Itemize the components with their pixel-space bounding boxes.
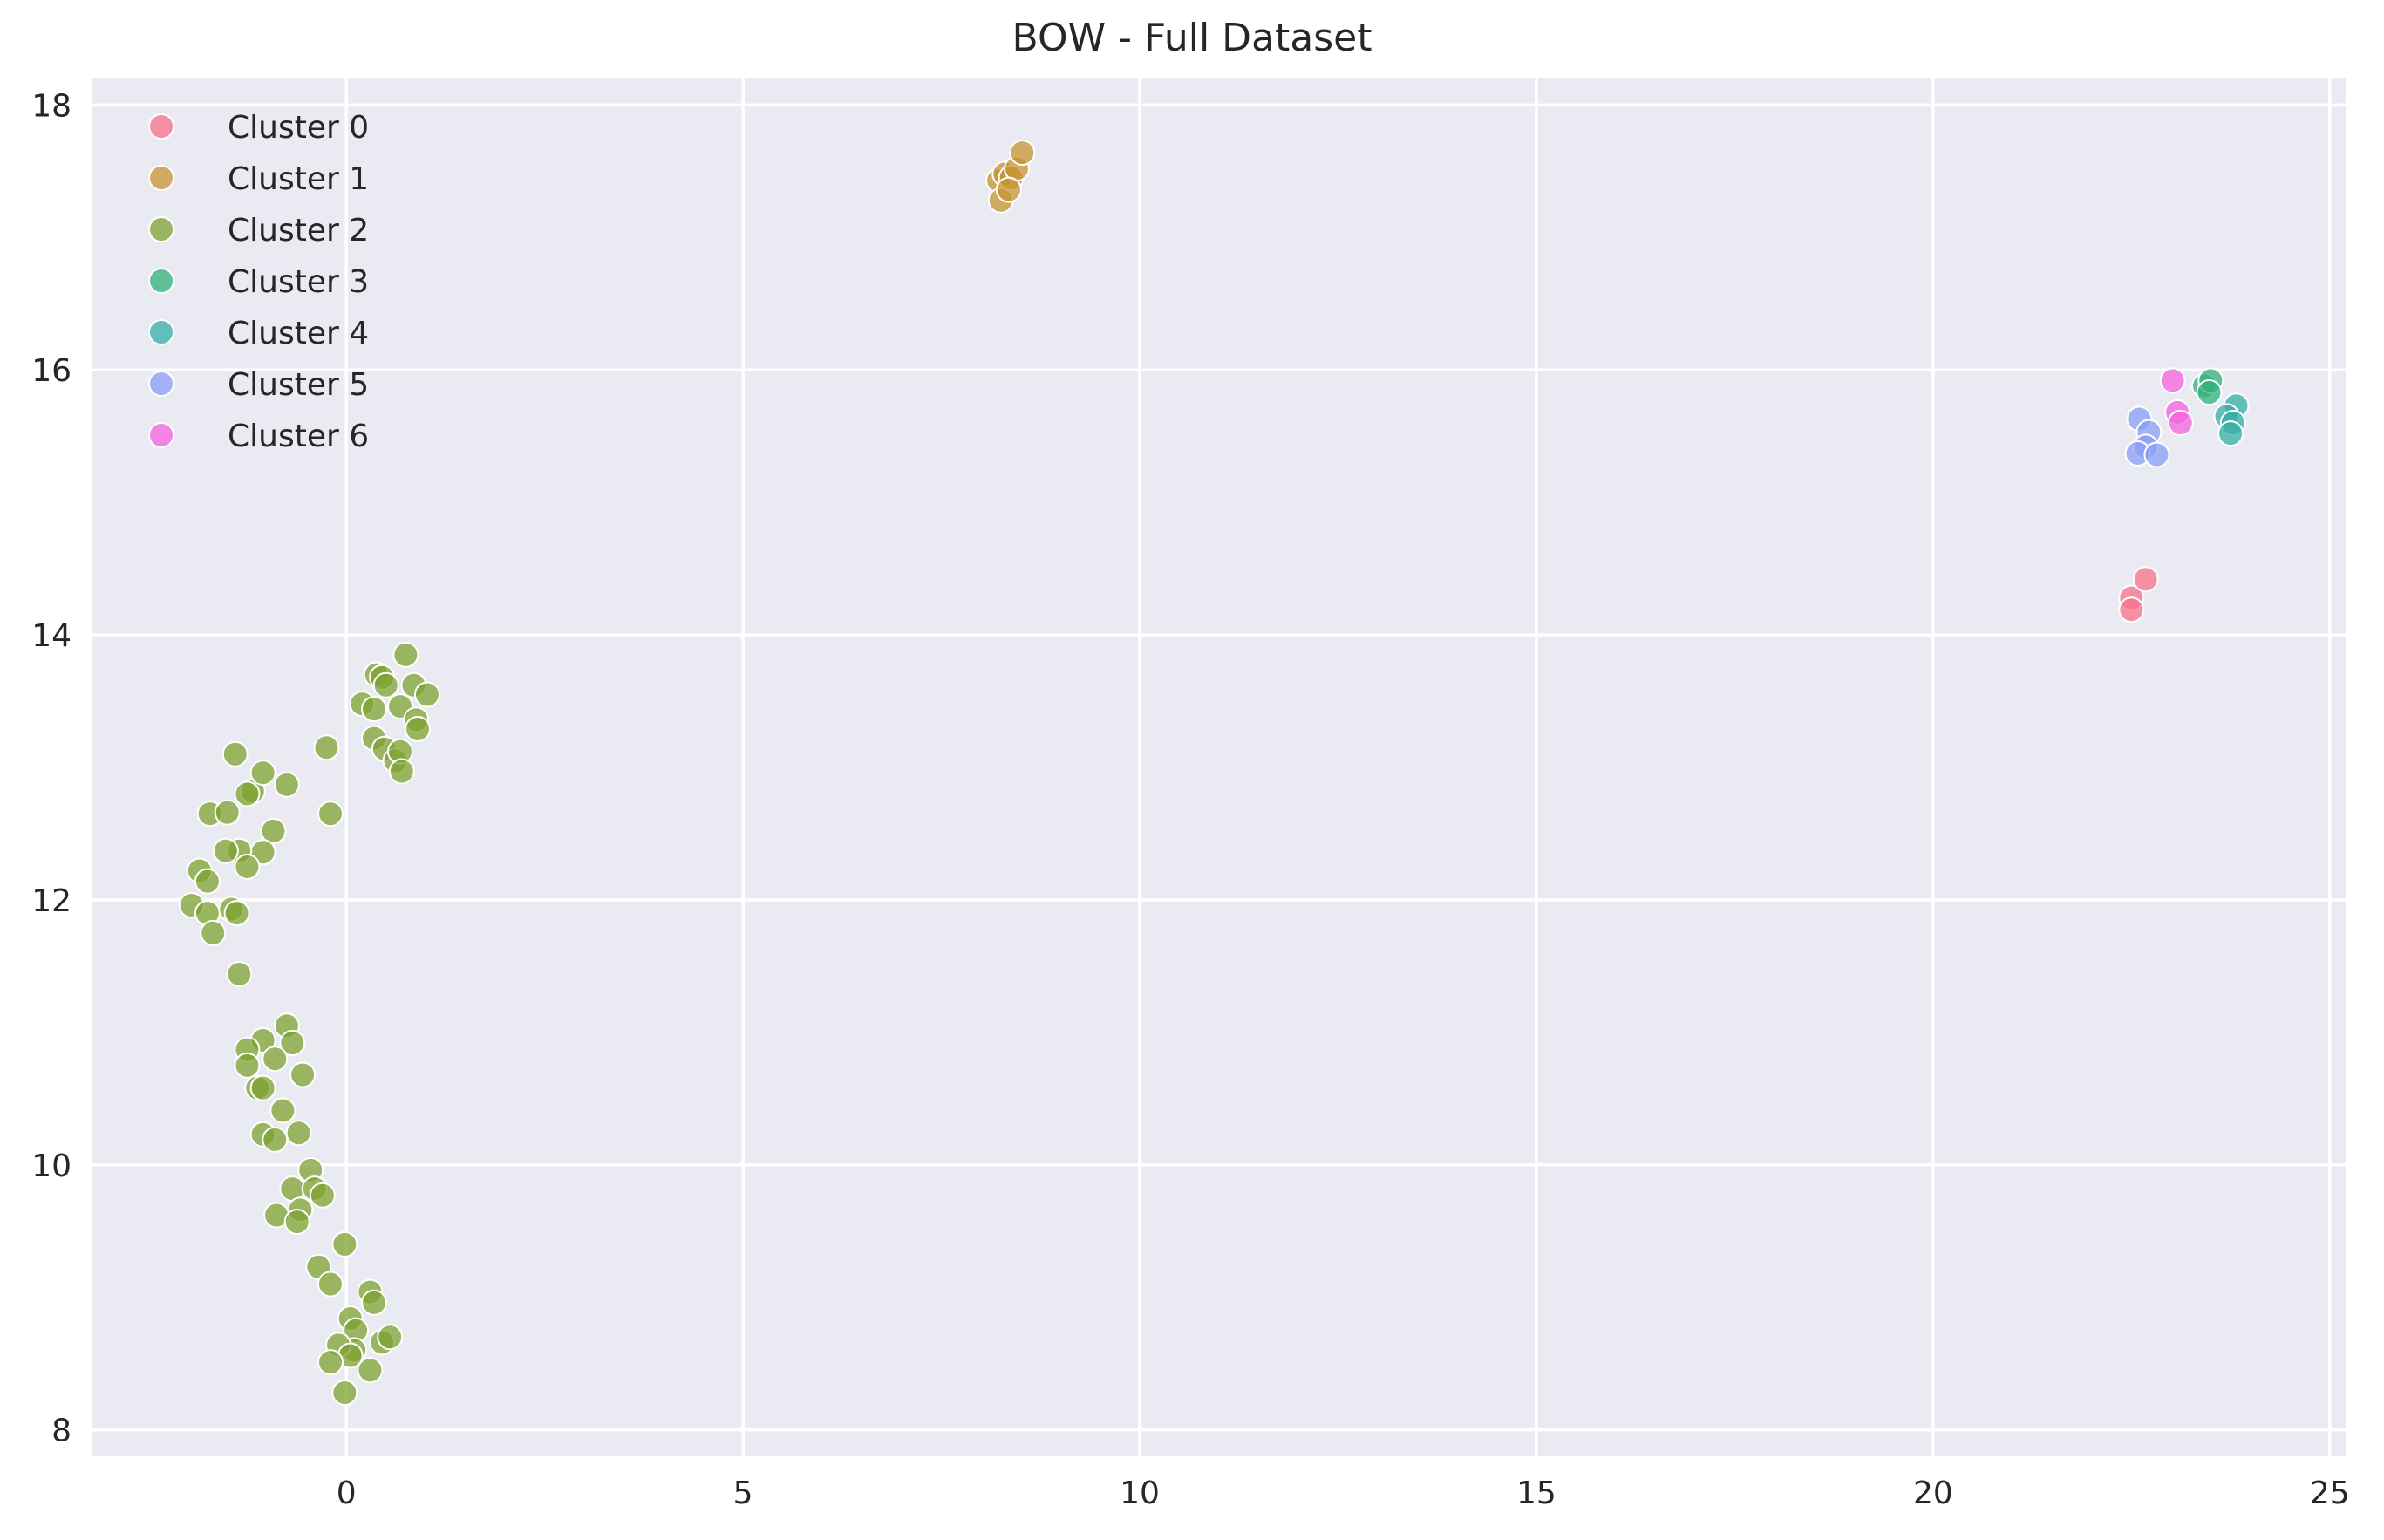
y-tick-label: 8 (51, 1414, 72, 1449)
data-point (372, 671, 399, 698)
data-point (234, 853, 261, 880)
legend-label: Cluster 2 (228, 213, 369, 249)
plot-area (92, 78, 2346, 1456)
y-tick-label: 10 (31, 1148, 72, 1184)
data-point (995, 176, 1022, 203)
data-point (377, 1324, 404, 1351)
data-point (331, 1230, 358, 1257)
data-point (2217, 420, 2244, 447)
data-point (357, 1357, 384, 1384)
legend-marker (148, 165, 174, 191)
data-point (2143, 441, 2170, 468)
data-point (309, 1182, 336, 1209)
legend: Cluster 0 Cluster 1 Cluster 2 Cluster 3 Clus… (148, 110, 369, 454)
chart-title: BOW - Full Dataset (1011, 16, 1373, 60)
data-point (262, 1126, 289, 1153)
data-point (2132, 566, 2159, 593)
data-point (1009, 140, 1036, 167)
data-point (283, 1209, 310, 1236)
data-point (313, 734, 340, 761)
data-point (2196, 379, 2223, 406)
y-tick-label: 14 (31, 618, 72, 654)
data-point (279, 1030, 306, 1056)
series-cluster-6 (2159, 367, 2194, 436)
data-point (388, 758, 415, 785)
data-point (2159, 367, 2186, 394)
data-point (361, 1289, 387, 1316)
data-point (413, 681, 440, 708)
legend-label: Cluster 1 (228, 161, 369, 197)
legend-marker (148, 268, 174, 294)
y-tick-label: 16 (31, 353, 72, 389)
y-tick-label: 12 (31, 883, 72, 919)
series-cluster-5 (2124, 405, 2170, 468)
series-cluster-3 (2191, 367, 2224, 406)
data-point (212, 837, 239, 864)
data-point (317, 1271, 344, 1298)
legend-marker (148, 113, 174, 140)
data-point (234, 1052, 261, 1079)
legend-label: Cluster 4 (228, 316, 369, 351)
legend-marker (148, 422, 174, 448)
legend-label: Cluster 6 (228, 419, 369, 454)
data-point (249, 1074, 276, 1101)
x-tick-label: 0 (337, 1475, 357, 1511)
data-point (2118, 596, 2145, 623)
series-cluster-0 (2118, 566, 2159, 623)
series-cluster-2 (178, 641, 440, 1407)
data-point (392, 641, 419, 668)
x-tick-label: 25 (2310, 1475, 2350, 1511)
legend-marker (148, 371, 174, 397)
x-tick-label: 20 (1913, 1475, 1953, 1511)
data-point (285, 1120, 312, 1147)
data-point (289, 1061, 317, 1088)
data-point (249, 760, 276, 787)
legend-label: Cluster 0 (228, 110, 369, 146)
data-point (260, 817, 287, 844)
series-cluster-1 (985, 140, 1036, 214)
data-point (273, 771, 300, 798)
data-point (317, 801, 344, 828)
data-point (331, 1380, 358, 1407)
data-point (405, 715, 432, 742)
x-tick-label: 10 (1120, 1475, 1160, 1511)
data-point (194, 868, 221, 895)
data-point (2167, 410, 2194, 436)
x-tick-label: 5 (733, 1475, 753, 1511)
data-point (214, 799, 241, 826)
x-tick-label: 15 (1516, 1475, 1556, 1511)
data-point (262, 1046, 289, 1073)
legend-marker (148, 216, 174, 242)
legend-label: Cluster 3 (228, 264, 369, 300)
y-tick-label: 18 (31, 88, 72, 124)
data-point (226, 961, 253, 987)
data-point (317, 1349, 344, 1376)
data-point (223, 900, 250, 927)
legend-marker (148, 319, 174, 345)
series-cluster-4 (2213, 392, 2250, 447)
data-point (269, 1097, 296, 1124)
data-point (361, 696, 387, 723)
data-point (200, 919, 227, 946)
legend-label: Cluster 5 (228, 367, 369, 403)
data-point (234, 780, 261, 807)
data-point (221, 740, 249, 767)
